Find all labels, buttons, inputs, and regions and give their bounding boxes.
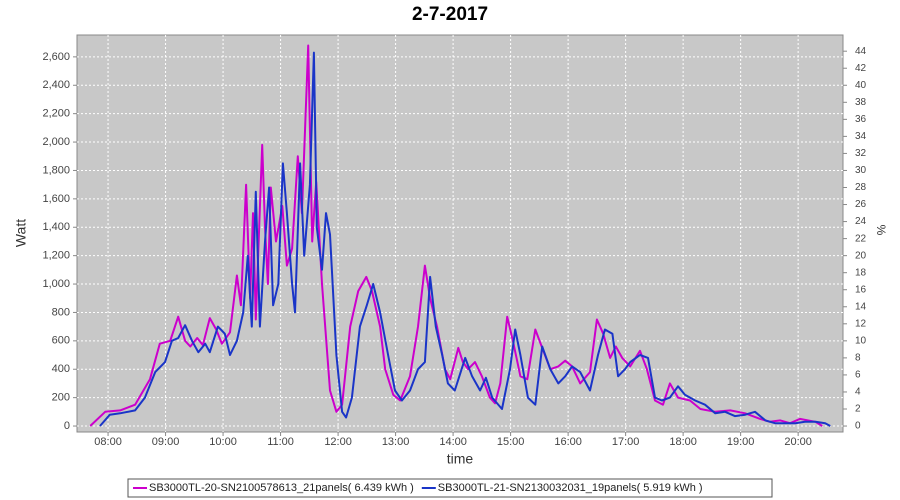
- x-tick-label: 18:00: [669, 436, 697, 448]
- x-axis-label: time: [447, 451, 474, 467]
- x-tick-label: 16:00: [554, 436, 582, 448]
- y2-tick-label: 38: [855, 97, 867, 108]
- y2-axis-label: %: [874, 225, 888, 236]
- y-tick-label: 200: [52, 392, 70, 404]
- y-tick-label: 1,000: [42, 278, 70, 290]
- y2-tick-label: 18: [855, 267, 867, 278]
- y2-tick-label: 6: [855, 370, 861, 381]
- y2-tick-label: 26: [855, 199, 867, 210]
- x-tick-label: 08:00: [94, 436, 122, 448]
- y-tick-label: 1,400: [42, 221, 70, 233]
- chart-title: 2-7-2017: [412, 4, 488, 25]
- y-tick-label: 1,800: [42, 164, 70, 176]
- x-tick-label: 20:00: [784, 436, 812, 448]
- y2-tick-label: 32: [855, 148, 867, 159]
- series-line: [89, 44, 823, 427]
- legend-label: SB3000TL-21-SN2130032031_19panels( 5.919…: [438, 482, 703, 494]
- x-tick-label: 13:00: [382, 436, 410, 448]
- y-tick-label: 2,200: [42, 108, 70, 120]
- y2-tick-label: 34: [855, 131, 867, 142]
- y2-tick-label: 10: [855, 335, 867, 346]
- y2-tick-label: 12: [855, 318, 867, 329]
- y2-tick-label: 4: [855, 387, 861, 398]
- y2-tick-label: 20: [855, 250, 867, 261]
- y-tick-label: 2,400: [42, 79, 70, 91]
- y2-tick-label: 2: [855, 404, 861, 415]
- y2-tick-label: 0: [855, 421, 861, 432]
- x-tick-label: 15:00: [497, 436, 525, 448]
- legend-label: SB3000TL-20-SN2100578613_21panels( 6.439…: [149, 482, 414, 494]
- y2-tick-label: 8: [855, 353, 861, 364]
- x-tick-label: 12:00: [324, 436, 352, 448]
- series-line: [99, 51, 831, 427]
- y-tick-label: 600: [52, 335, 70, 347]
- x-tick-label: 17:00: [612, 436, 640, 448]
- y2-tick-label: 44: [855, 46, 867, 57]
- y-tick-label: 1,600: [42, 193, 70, 205]
- y-tick-label: 1,200: [42, 250, 70, 262]
- y-tick-label: 400: [52, 363, 70, 375]
- x-tick-label: 14:00: [439, 436, 467, 448]
- y2-tick-label: 30: [855, 165, 867, 176]
- x-tick-label: 19:00: [727, 436, 755, 448]
- y2-tick-label: 36: [855, 114, 867, 125]
- y2-tick-label: 28: [855, 182, 867, 193]
- plot-area: [76, 34, 844, 433]
- y-tick-label: 0: [64, 420, 70, 432]
- y2-tick-label: 22: [855, 233, 867, 244]
- legend: [127, 478, 773, 498]
- y-tick-label: 800: [52, 306, 70, 318]
- x-tick-label: 09:00: [152, 436, 180, 448]
- y-tick-label: 2,000: [42, 136, 70, 148]
- y2-tick-label: 40: [855, 80, 867, 91]
- y2-tick-label: 24: [855, 216, 867, 227]
- x-tick-label: 11:00: [267, 436, 294, 448]
- x-tick-label: 10:00: [209, 436, 237, 448]
- y-tick-label: 2,600: [42, 51, 70, 63]
- y-axis-label: Watt: [13, 219, 29, 247]
- y2-tick-label: 16: [855, 284, 867, 295]
- y2-tick-label: 14: [855, 301, 867, 312]
- y2-tick-label: 42: [855, 63, 867, 74]
